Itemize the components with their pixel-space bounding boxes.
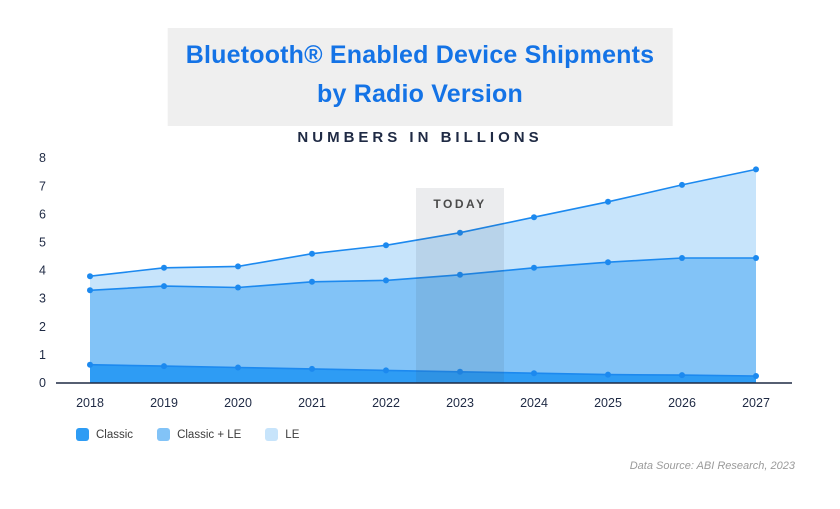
legend-swatch bbox=[265, 428, 279, 441]
page-title-line2: by Radio Version bbox=[316, 79, 524, 108]
x-tick-label: 2026 bbox=[668, 396, 696, 410]
data-point bbox=[605, 259, 611, 266]
data-point bbox=[679, 255, 685, 261]
data-point bbox=[87, 287, 93, 294]
legend-item-classic: Classic bbox=[76, 428, 133, 441]
data-point bbox=[309, 365, 315, 372]
x-tick-label: 2022 bbox=[372, 396, 400, 410]
data-point bbox=[605, 371, 611, 378]
y-tick-label: 4 bbox=[39, 264, 46, 278]
data-point bbox=[161, 363, 167, 370]
x-tick-label: 2025 bbox=[594, 396, 622, 410]
legend-item-classic-le: Classic + LE bbox=[157, 428, 241, 441]
title-box: Bluetooth® Enabled Device Shipments by R… bbox=[167, 28, 673, 126]
y-tick-label: 0 bbox=[39, 376, 46, 390]
legend-swatch bbox=[157, 428, 171, 441]
chart-canvas: TODAY 0 1 2 3 4 5 6 7 8 2018 2019 2020 2021 2022 2023 20… bbox=[39, 151, 792, 410]
y-tick-label: 3 bbox=[39, 292, 46, 306]
data-point bbox=[309, 250, 315, 257]
chart-legend: Classic Classic + LE LE bbox=[76, 428, 299, 441]
legend-swatch bbox=[76, 428, 89, 441]
data-point bbox=[309, 278, 315, 285]
data-point bbox=[679, 372, 685, 379]
x-tick-label: 2023 bbox=[446, 396, 474, 410]
today-band bbox=[416, 188, 504, 383]
data-point bbox=[531, 264, 537, 271]
x-tick-label: 2018 bbox=[76, 396, 104, 410]
y-tick-label: 5 bbox=[39, 236, 46, 250]
today-label: TODAY bbox=[433, 197, 486, 211]
data-point bbox=[383, 242, 389, 249]
data-point bbox=[457, 229, 463, 236]
data-point bbox=[753, 255, 759, 261]
legend-label: LE bbox=[285, 428, 300, 441]
y-tick-label: 7 bbox=[39, 179, 46, 193]
x-tick-label: 2020 bbox=[224, 396, 252, 410]
data-point bbox=[161, 264, 167, 271]
data-point bbox=[605, 198, 611, 205]
x-tick-label: 2027 bbox=[742, 396, 770, 410]
legend-item-le: LE bbox=[265, 428, 299, 441]
series-line bbox=[89, 168, 757, 277]
data-point bbox=[679, 181, 685, 188]
data-source-note: Data Source: ABI Research, 2023 bbox=[629, 460, 795, 472]
data-point bbox=[383, 367, 389, 374]
legend-label: Classic bbox=[96, 428, 134, 441]
series-line bbox=[89, 363, 757, 377]
y-tick-label: 6 bbox=[39, 207, 46, 221]
y-tick-label: 1 bbox=[39, 348, 46, 362]
x-tick-label: 2024 bbox=[520, 396, 548, 410]
chart-area: TODAY 0 1 2 3 4 5 6 7 8 2018 2019 2020 2021 2022 2023 20… bbox=[0, 150, 840, 420]
data-point bbox=[235, 263, 241, 270]
area-band-classic-le bbox=[90, 258, 756, 383]
data-point bbox=[383, 277, 389, 284]
data-point bbox=[161, 283, 167, 290]
data-point bbox=[457, 368, 463, 375]
y-tick-label: 8 bbox=[39, 151, 46, 165]
data-point bbox=[235, 284, 241, 291]
data-point bbox=[87, 273, 93, 280]
data-point bbox=[753, 373, 759, 379]
chart-subtitle: NUMBERS IN BILLIONS bbox=[297, 129, 543, 146]
area-band-classic bbox=[90, 364, 756, 383]
data-point bbox=[531, 370, 537, 377]
data-point bbox=[457, 271, 463, 278]
data-point bbox=[87, 361, 93, 368]
page-title-line1: Bluetooth® Enabled Device Shipments bbox=[185, 41, 655, 69]
x-tick-label: 2019 bbox=[150, 396, 178, 410]
series-line bbox=[89, 257, 756, 292]
x-tick-label: 2021 bbox=[298, 396, 326, 410]
y-tick-label: 2 bbox=[39, 320, 46, 334]
data-point bbox=[531, 214, 537, 221]
data-point bbox=[753, 166, 759, 173]
legend-label: Classic + LE bbox=[177, 428, 242, 441]
data-point bbox=[235, 364, 241, 371]
